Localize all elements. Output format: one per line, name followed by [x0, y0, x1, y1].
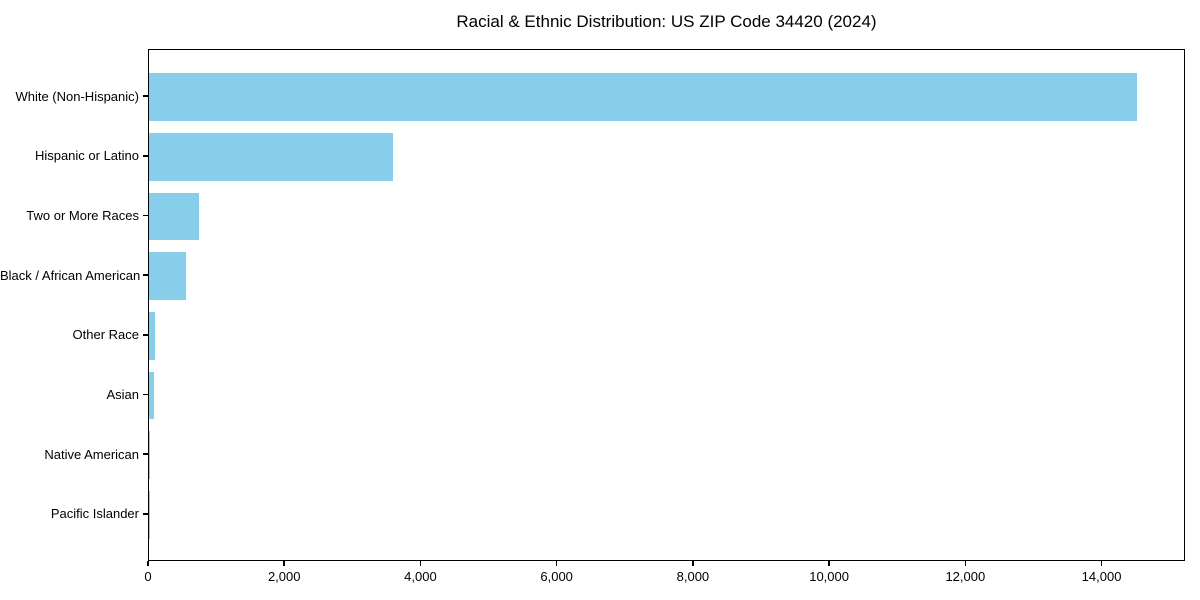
y-tick-label-native-american: Native American	[44, 446, 139, 462]
y-tick-label-other-race: Other Race	[72, 327, 139, 343]
y-tick-label-two-or-more-races: Two or More Races	[26, 207, 139, 223]
x-tick-label-8,000: 8,000	[676, 569, 710, 584]
x-tick-mark-12,000	[964, 561, 967, 566]
bar-native-american	[149, 431, 151, 480]
x-tick-label-10,000: 10,000	[809, 569, 849, 584]
y-tick-mark-native-american	[143, 453, 148, 455]
y-tick-mark-two-or-more-races	[143, 214, 148, 217]
x-tick-label-6,000: 6,000	[540, 569, 573, 584]
y-tick-mark-pacific-islander	[143, 513, 148, 515]
bar-asian	[149, 371, 154, 420]
y-tick-mark-asian	[143, 393, 148, 396]
x-tick-mark-14,000	[1100, 561, 1103, 566]
x-tick-label-12,000: 12,000	[945, 569, 986, 584]
x-tick-mark-6,000	[555, 561, 558, 566]
x-tick-label-4,000: 4,000	[404, 569, 437, 584]
y-tick-label-pacific-islander: Pacific Islander	[50, 506, 139, 522]
x-tick-mark-0	[147, 561, 149, 566]
x-tick-mark-10,000	[828, 561, 830, 566]
x-tick-label-0: 0	[144, 569, 152, 584]
bar-hispanic-or-latino	[149, 132, 393, 181]
y-tick-mark-other-race	[143, 334, 148, 336]
bar-two-or-more-races	[149, 192, 199, 241]
y-tick-label-asian: Asian	[106, 387, 139, 402]
bar-other-race	[149, 311, 156, 360]
x-tick-label-14,000: 14,000	[1081, 569, 1122, 584]
y-tick-label-hispanic-or-latino: Hispanic or Latino	[34, 148, 139, 164]
x-tick-mark-8,000	[692, 561, 694, 566]
x-tick-mark-4,000	[419, 561, 422, 566]
y-tick-mark-black-african-american	[143, 274, 148, 276]
bar-white-non-hispanic	[149, 73, 1137, 121]
x-tick-mark-2,000	[283, 561, 285, 566]
bar-black-african-american	[149, 252, 187, 301]
y-tick-mark-white-non-hispanic	[143, 95, 148, 97]
chart-title: Racial & Ethnic Distribution: US ZIP Cod…	[456, 12, 877, 31]
y-tick-mark-hispanic-or-latino	[143, 155, 148, 157]
x-tick-label-2,000: 2,000	[267, 569, 301, 584]
y-tick-label-black-african-american: Black / African American	[0, 267, 141, 283]
plot-area	[148, 49, 1185, 561]
y-tick-label-white-non-hispanic: White (Non-Hispanic)	[15, 88, 139, 104]
